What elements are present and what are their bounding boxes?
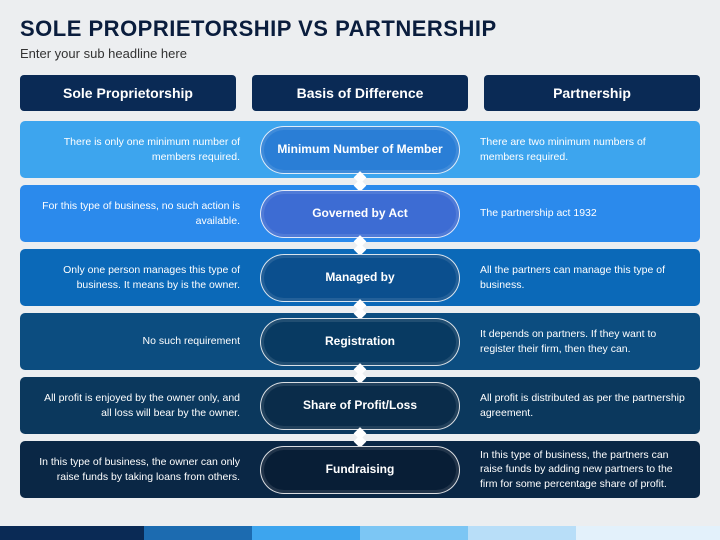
bottom-bar-segment	[576, 526, 720, 540]
row-label-pill: Registration	[260, 318, 460, 366]
comparison-row: In this type of business, the owner can …	[20, 441, 700, 498]
bottom-bar	[0, 526, 720, 540]
bottom-bar-segment	[144, 526, 252, 540]
bottom-bar-segment	[252, 526, 360, 540]
row-label-pill: Share of Profit/Loss	[260, 382, 460, 430]
row-label-pill: Fundraising	[260, 446, 460, 494]
row-label-pill: Governed by Act	[260, 190, 460, 238]
comparison-row: There is only one minimum number of memb…	[20, 121, 700, 178]
header-row: Sole Proprietorship Basis of Difference …	[20, 75, 700, 111]
comparison-rows: There is only one minimum number of memb…	[20, 121, 700, 498]
bottom-bar-segment	[468, 526, 576, 540]
comparison-row: All profit is enjoyed by the owner only,…	[20, 377, 700, 434]
header-right: Partnership	[484, 75, 700, 111]
row-label-pill: Minimum Number of Member	[260, 126, 460, 174]
comparison-row: For this type of business, no such actio…	[20, 185, 700, 242]
bottom-bar-segment	[360, 526, 468, 540]
header-center: Basis of Difference	[252, 75, 468, 111]
bottom-bar-segment	[0, 526, 144, 540]
sub-headline: Enter your sub headline here	[20, 46, 700, 61]
page-title: Sole Proprietorship vs Partnership	[20, 16, 700, 42]
comparison-row: No such requirementRegistrationIt depend…	[20, 313, 700, 370]
row-label-pill: Managed by	[260, 254, 460, 302]
comparison-row: Only one person manages this type of bus…	[20, 249, 700, 306]
header-left: Sole Proprietorship	[20, 75, 236, 111]
